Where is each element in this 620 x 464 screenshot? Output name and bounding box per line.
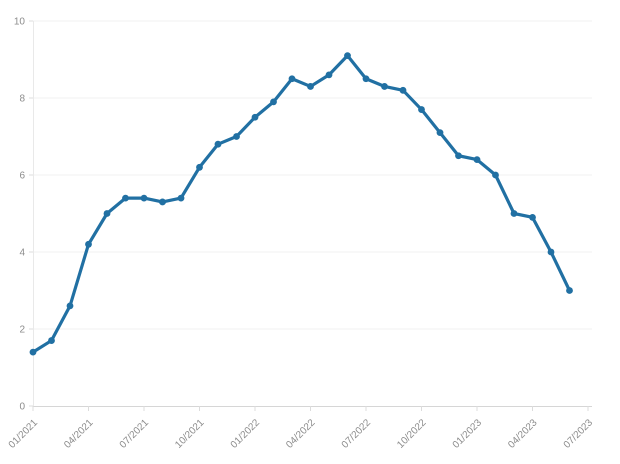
data-point[interactable] bbox=[177, 194, 185, 202]
data-point[interactable] bbox=[288, 75, 296, 83]
data-point[interactable] bbox=[48, 337, 55, 344]
data-point[interactable] bbox=[529, 213, 536, 221]
y-tick-label: 8 bbox=[19, 94, 25, 105]
data-point[interactable] bbox=[251, 113, 259, 121]
data-point[interactable] bbox=[381, 83, 388, 90]
x-tick-label: 01/2021 bbox=[7, 417, 41, 451]
data-point[interactable] bbox=[66, 302, 74, 310]
x-tick-label: 04/2021 bbox=[62, 417, 96, 451]
data-point[interactable] bbox=[307, 83, 314, 90]
data-point[interactable] bbox=[122, 194, 129, 202]
data-point[interactable] bbox=[473, 156, 481, 164]
data-point[interactable] bbox=[399, 86, 407, 94]
data-point[interactable] bbox=[362, 75, 370, 83]
x-tick-label: 10/2021 bbox=[173, 417, 207, 451]
data-point[interactable] bbox=[196, 163, 203, 171]
data-point[interactable] bbox=[85, 240, 92, 248]
x-tick-label: 07/2023 bbox=[562, 417, 596, 451]
x-tick-label: 10/2022 bbox=[395, 417, 429, 451]
data-point[interactable] bbox=[510, 210, 518, 217]
x-tick-label: 07/2022 bbox=[340, 417, 374, 451]
data-point[interactable] bbox=[159, 198, 166, 206]
y-tick-label: 2 bbox=[19, 325, 25, 336]
data-point[interactable] bbox=[140, 194, 148, 202]
data-point[interactable] bbox=[418, 106, 425, 113]
y-tick-label: 10 bbox=[14, 17, 26, 28]
y-tick-label: 6 bbox=[19, 171, 25, 182]
data-point[interactable] bbox=[103, 210, 111, 217]
y-tick-label: 4 bbox=[19, 248, 25, 259]
data-point[interactable] bbox=[566, 287, 573, 294]
x-tick-label: 01/2023 bbox=[451, 417, 485, 451]
data-point[interactable] bbox=[29, 348, 37, 356]
x-tick-label: 04/2023 bbox=[506, 417, 540, 451]
data-point[interactable] bbox=[344, 52, 351, 60]
data-line bbox=[31, 54, 572, 354]
data-point[interactable] bbox=[547, 248, 555, 256]
data-point[interactable] bbox=[270, 98, 277, 106]
data-point[interactable] bbox=[214, 140, 222, 148]
data-point[interactable] bbox=[492, 171, 499, 179]
x-tick-label: 01/2022 bbox=[229, 417, 263, 451]
data-point[interactable] bbox=[325, 71, 333, 79]
data-point[interactable] bbox=[455, 152, 462, 160]
data-point[interactable] bbox=[233, 133, 240, 140]
data-point[interactable] bbox=[436, 129, 444, 137]
y-tick-label: 0 bbox=[19, 402, 25, 413]
x-tick-label: 04/2022 bbox=[284, 417, 318, 451]
x-tick-label: 07/2021 bbox=[118, 417, 152, 451]
